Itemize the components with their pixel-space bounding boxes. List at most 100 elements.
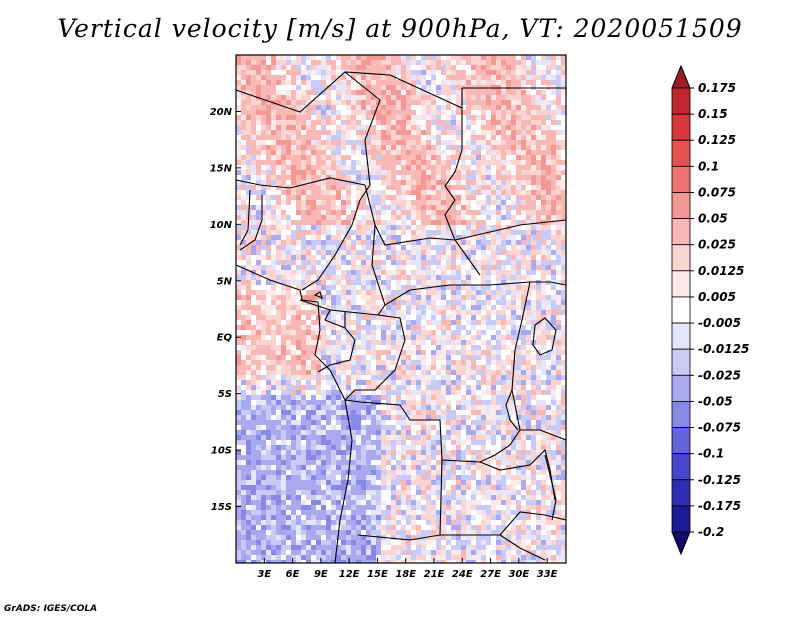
field-cell: [526, 180, 531, 185]
field-cell: [311, 225, 316, 230]
field-cell: [301, 455, 306, 460]
field-cell: [516, 450, 521, 455]
field-cell: [376, 485, 381, 490]
field-cell: [371, 175, 376, 180]
field-cell: [331, 480, 336, 485]
field-cell: [511, 330, 516, 335]
field-cell: [381, 150, 386, 155]
field-cell: [451, 420, 456, 425]
field-cell: [436, 390, 441, 395]
field-cell: [521, 420, 526, 425]
field-cell: [341, 185, 346, 190]
field-cell: [551, 230, 556, 235]
field-cell: [426, 425, 431, 430]
field-cell: [306, 460, 311, 465]
field-cell: [521, 465, 526, 470]
field-cell: [371, 200, 376, 205]
field-cell: [366, 140, 371, 145]
field-cell: [461, 415, 466, 420]
field-cell: [236, 465, 241, 470]
field-cell: [461, 490, 466, 495]
field-cell: [346, 65, 351, 70]
field-cell: [401, 260, 406, 265]
field-cell: [431, 245, 436, 250]
field-cell: [551, 295, 556, 300]
field-cell: [421, 190, 426, 195]
field-cell: [446, 55, 451, 60]
field-cell: [416, 480, 421, 485]
field-cell: [386, 435, 391, 440]
field-cell: [421, 315, 426, 320]
field-cell: [461, 300, 466, 305]
field-cell: [431, 70, 436, 75]
field-cell: [331, 355, 336, 360]
field-cell: [281, 150, 286, 155]
field-cell: [451, 115, 456, 120]
field-cell: [466, 180, 471, 185]
field-cell: [256, 290, 261, 295]
field-cell: [466, 475, 471, 480]
field-cell: [461, 90, 466, 95]
field-cell: [241, 65, 246, 70]
field-cell: [331, 450, 336, 455]
field-cell: [466, 360, 471, 365]
field-cell: [426, 55, 431, 60]
field-cell: [401, 85, 406, 90]
field-cell: [336, 230, 341, 235]
field-cell: [236, 405, 241, 410]
field-cell: [326, 490, 331, 495]
field-cell: [361, 110, 366, 115]
field-cell: [301, 75, 306, 80]
field-cell: [461, 295, 466, 300]
field-cell: [416, 200, 421, 205]
field-cell: [316, 145, 321, 150]
field-cell: [531, 355, 536, 360]
field-cell: [441, 340, 446, 345]
field-cell: [306, 370, 311, 375]
field-cell: [271, 220, 276, 225]
field-cell: [391, 290, 396, 295]
field-cell: [236, 295, 241, 300]
field-cell: [401, 390, 406, 395]
field-cell: [511, 450, 516, 455]
field-cell: [411, 75, 416, 80]
field-cell: [436, 395, 441, 400]
field-cell: [361, 175, 366, 180]
field-cell: [271, 350, 276, 355]
field-cell: [361, 335, 366, 340]
field-cell: [421, 130, 426, 135]
field-cell: [481, 155, 486, 160]
field-cell: [431, 80, 436, 85]
field-cell: [521, 480, 526, 485]
field-cell: [391, 160, 396, 165]
field-cell: [336, 225, 341, 230]
field-cell: [461, 220, 466, 225]
field-cell: [511, 325, 516, 330]
field-cell: [351, 280, 356, 285]
field-cell: [396, 435, 401, 440]
field-cell: [481, 490, 486, 495]
field-cell: [446, 305, 451, 310]
field-cell: [326, 420, 331, 425]
field-cell: [481, 220, 486, 225]
field-cell: [481, 185, 486, 190]
field-cell: [396, 430, 401, 435]
field-cell: [406, 470, 411, 475]
field-cell: [521, 340, 526, 345]
field-cell: [406, 310, 411, 315]
field-cell: [556, 425, 561, 430]
field-cell: [531, 300, 536, 305]
field-cell: [486, 400, 491, 405]
field-cell: [336, 340, 341, 345]
field-cell: [396, 470, 401, 475]
field-cell: [391, 340, 396, 345]
field-cell: [561, 325, 566, 330]
field-cell: [391, 220, 396, 225]
field-cell: [391, 400, 396, 405]
field-cell: [516, 330, 521, 335]
field-cell: [531, 165, 536, 170]
field-cell: [416, 70, 421, 75]
field-cell: [506, 95, 511, 100]
field-cell: [536, 420, 541, 425]
field-cell: [391, 470, 396, 475]
